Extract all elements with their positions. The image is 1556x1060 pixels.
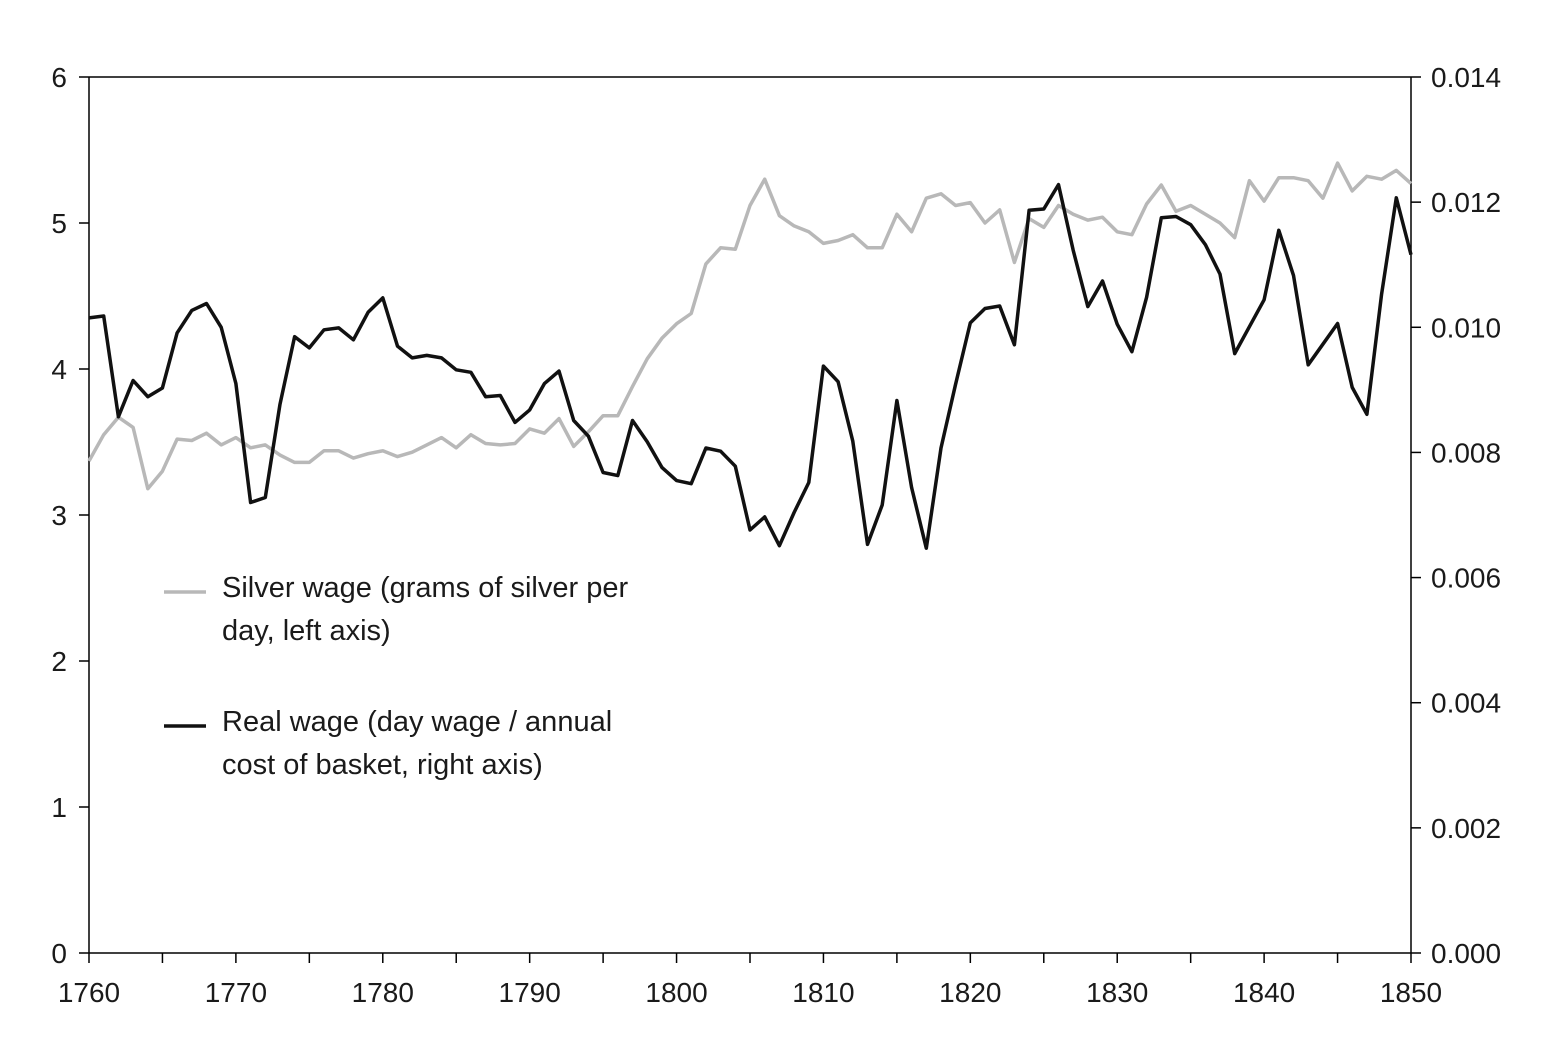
left-tick-label: 5 xyxy=(51,208,67,239)
right-tick-label: 0.006 xyxy=(1431,563,1501,594)
x-tick-label: 1850 xyxy=(1380,977,1442,1008)
x-tick-label: 1830 xyxy=(1086,977,1148,1008)
left-tick-label: 1 xyxy=(51,792,67,823)
x-tick-label: 1800 xyxy=(645,977,707,1008)
x-tick-label: 1820 xyxy=(939,977,1001,1008)
right-y-ticks: 0.000 0.002 0.004 0.006 0.008 0.010 0.012 0.014 xyxy=(1411,62,1501,969)
x-tick-label: 1780 xyxy=(352,977,414,1008)
series-line-real-wage xyxy=(88,182,1413,550)
x-tick-label: 1810 xyxy=(792,977,854,1008)
series-line-silver-wage xyxy=(87,161,1413,491)
x-tick-label: 1790 xyxy=(499,977,561,1008)
right-tick-label: 0.012 xyxy=(1431,187,1501,218)
legend-label-silver-wage-line2: day, left axis) xyxy=(222,615,391,647)
legend: Silver wage (grams of silver per day, le… xyxy=(164,572,628,781)
x-tick-label: 1770 xyxy=(205,977,267,1008)
left-tick-label: 0 xyxy=(51,938,67,969)
legend-label-real-wage-line2: cost of basket, right axis) xyxy=(222,749,543,781)
legend-label-real-wage-line1: Real wage (day wage / annual xyxy=(222,706,612,738)
left-tick-label: 3 xyxy=(51,500,67,531)
right-tick-label: 0.004 xyxy=(1431,688,1501,719)
right-tick-label: 0.000 xyxy=(1431,938,1501,969)
left-y-ticks: 0 1 2 3 4 5 6 xyxy=(51,62,89,969)
right-tick-label: 0.014 xyxy=(1431,62,1501,93)
left-tick-label: 6 xyxy=(51,62,67,93)
x-axis-ticks: 1760 1770 1780 1790 1800 1810 1820 1830 1840 1850 xyxy=(58,953,1442,1008)
right-tick-label: 0.010 xyxy=(1431,312,1501,343)
left-tick-label: 4 xyxy=(51,354,67,385)
right-tick-label: 0.002 xyxy=(1431,813,1501,844)
x-tick-label: 1840 xyxy=(1233,977,1295,1008)
right-tick-label: 0.008 xyxy=(1431,437,1501,468)
left-tick-label: 2 xyxy=(51,646,67,677)
legend-label-silver-wage-line1: Silver wage (grams of silver per xyxy=(222,572,628,604)
x-tick-label: 1760 xyxy=(58,977,120,1008)
